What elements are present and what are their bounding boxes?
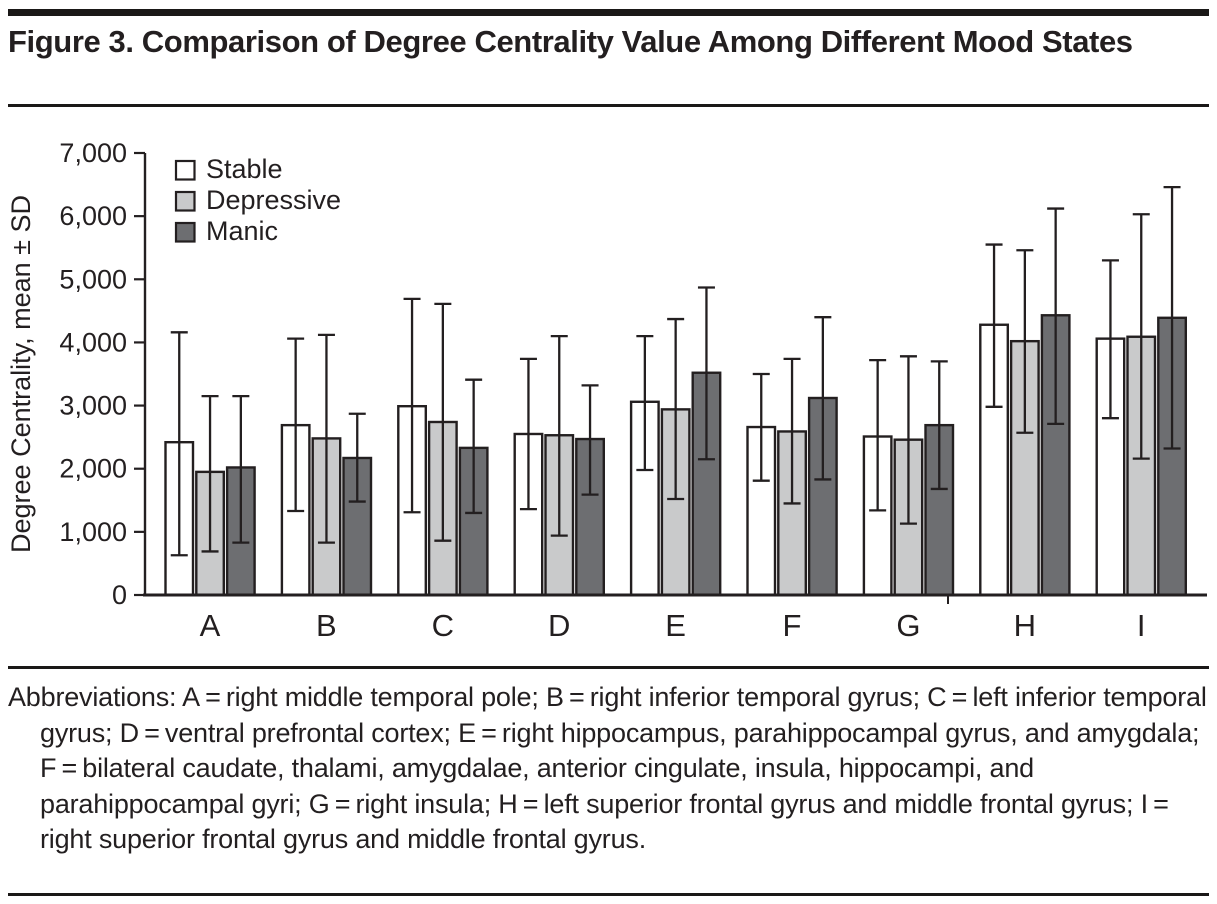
y-tick-label: 4,000 xyxy=(59,327,127,357)
y-tick-label: 6,000 xyxy=(59,201,127,231)
bar-I-stable xyxy=(1095,337,1126,597)
legend-swatch-stable xyxy=(174,159,196,181)
figure-title: Figure 3. Comparison of Degree Centralit… xyxy=(8,24,1133,59)
legend-label-stable: Stable xyxy=(206,154,283,184)
bar-E-stable xyxy=(629,400,660,597)
legend-swatch-depressive xyxy=(174,190,196,212)
x-category-label-D: D xyxy=(548,608,570,643)
caption-rule xyxy=(8,666,1209,669)
y-tick-label: 2,000 xyxy=(59,454,127,484)
x-category-label-B: B xyxy=(316,608,337,643)
title-rule xyxy=(8,104,1209,107)
x-category-label-F: F xyxy=(783,608,802,643)
x-category-label-I: I xyxy=(1137,608,1146,643)
legend-swatch-manic xyxy=(174,221,196,243)
y-tick-label: 3,000 xyxy=(59,391,127,421)
x-category-label-H: H xyxy=(1014,608,1036,643)
legend-label-depressive: Depressive xyxy=(206,185,341,215)
y-tick-label: 5,000 xyxy=(59,264,127,294)
y-tick-label: 0 xyxy=(112,580,127,610)
bottom-rule xyxy=(8,893,1209,896)
x-category-label-C: C xyxy=(432,608,454,643)
chart-area: 0 1,000 2,000 3,000 4,000 5,000 6,000 7,000 Degr… xyxy=(0,128,1217,666)
abbreviations-note: Abbreviations: A = right middle temporal… xyxy=(8,682,1207,854)
y-tick-label: 1,000 xyxy=(59,517,127,547)
x-category-label-G: G xyxy=(896,608,920,643)
x-category-label-E: E xyxy=(665,608,686,643)
top-rule xyxy=(8,9,1209,16)
degree-centrality-bar-chart: 0 1,000 2,000 3,000 4,000 5,000 6,000 7,000 Degr… xyxy=(6,138,1207,643)
y-tick-label: 7,000 xyxy=(59,138,127,168)
y-axis-title: Degree Centrality, mean ± SD xyxy=(6,195,36,553)
x-category-label-A: A xyxy=(200,608,221,643)
legend-label-manic: Manic xyxy=(206,216,278,246)
